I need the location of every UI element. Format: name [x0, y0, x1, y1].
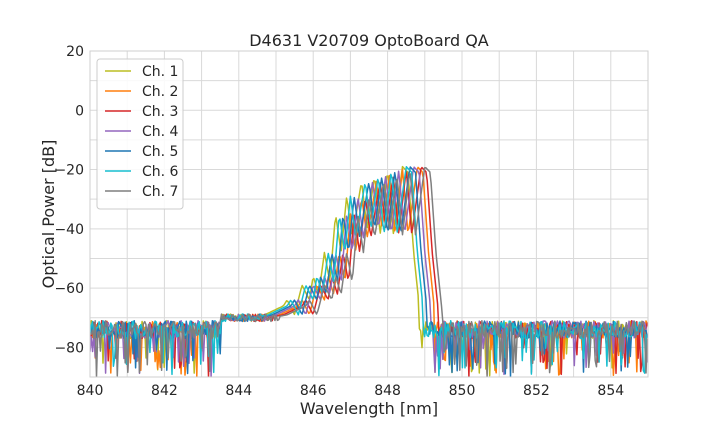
y-tick-label: −60	[54, 281, 84, 297]
y-tick-label: −40	[54, 222, 84, 238]
series-layer	[90, 165, 648, 377]
y-tick-label: −20	[54, 163, 84, 179]
legend-label: Ch. 5	[142, 144, 178, 160]
x-tick-label: 852	[523, 383, 550, 399]
legend-label: Ch. 2	[142, 84, 178, 100]
x-tick-label: 846	[300, 383, 327, 399]
x-tick-label: 848	[374, 383, 401, 399]
tick-labels: 840 842 844 846 848 850 852 854 20 0 −20 −40 −60 −80	[54, 44, 624, 399]
x-tick-label: 844	[225, 383, 252, 399]
x-axis-title: Wavelength [nm]	[300, 399, 438, 418]
legend-label: Ch. 1	[142, 64, 178, 80]
legend-label: Ch. 7	[142, 184, 178, 200]
y-tick-label: 20	[66, 44, 84, 60]
x-tick-label: 850	[449, 383, 476, 399]
y-axis-title: Optical Power [dB]	[39, 140, 58, 289]
series-line-7	[90, 167, 648, 377]
legend: Ch. 1 Ch. 2 Ch. 3 Ch. 4 Ch. 5 Ch. 6 Ch. 7	[96, 58, 184, 210]
legend-label: Ch. 6	[142, 164, 179, 180]
x-tick-label: 854	[597, 383, 624, 399]
legend-label: Ch. 4	[142, 124, 179, 140]
y-tick-label: −80	[54, 340, 84, 356]
plot-frame	[89, 50, 649, 378]
y-tick-label: 0	[75, 103, 84, 119]
x-tick-label: 842	[151, 383, 178, 399]
chart-title: D4631 V20709 OptoBoard QA	[249, 31, 489, 50]
x-tick-label: 840	[77, 383, 104, 399]
legend-label: Ch. 3	[142, 104, 178, 120]
